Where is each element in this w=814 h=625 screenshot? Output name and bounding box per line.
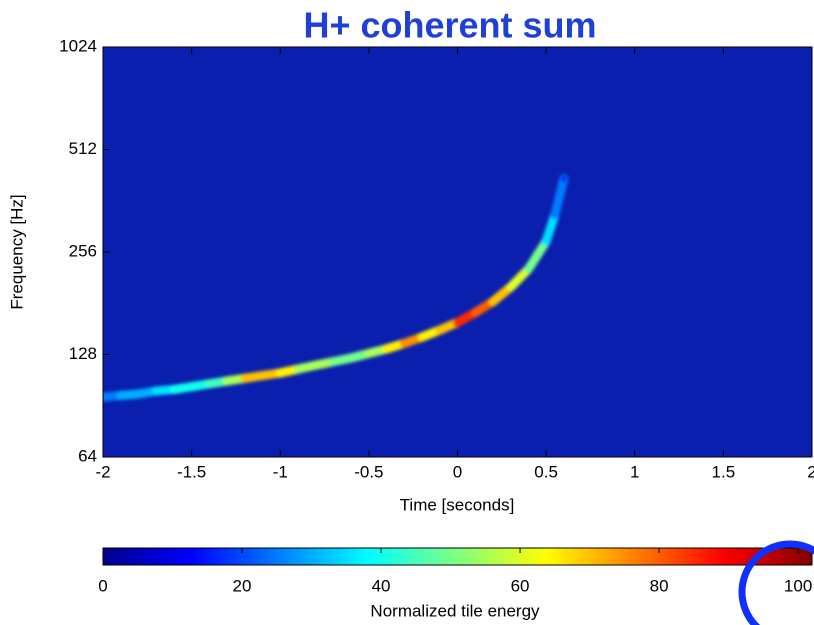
x-tick-label: -1 [273,462,288,481]
y-axis-label: Frequency [Hz] [7,194,26,309]
x-axis-label: Time [seconds] [400,495,515,514]
colorbar-tick-label: 40 [372,576,391,595]
x-tick-label: -0.5 [354,462,383,481]
x-tick-label: 2 [807,462,814,481]
track-segment [541,209,560,246]
colorbar-tick-label: 80 [650,576,669,595]
track-segment [523,236,551,274]
x-tick-label: -1.5 [177,462,206,481]
y-tick-label: 64 [78,446,97,465]
colorbar-tick-label: 60 [511,576,530,595]
colorbar-tick-label: 100 [784,576,812,595]
x-tick-label: 1.5 [712,462,736,481]
y-tick-label: 512 [69,139,97,158]
y-tick-label: 128 [69,344,97,363]
y-tick-label: 1024 [59,36,97,55]
chart-title: H+ coherent sum [303,5,596,46]
plot-background [103,47,812,457]
x-tick-label: 0.5 [534,462,558,481]
y-tick-label: 256 [69,241,97,260]
colorbar-label: Normalized tile energy [370,601,540,620]
x-tick-label: 0 [453,462,462,481]
colorbar-tick-label: 20 [233,576,252,595]
track-segment [550,174,569,219]
x-tick-label: -2 [95,462,110,481]
track-point [560,175,567,182]
colorbar [102,547,813,566]
colorbar-tick-label: 0 [98,576,107,595]
x-tick-label: 1 [630,462,639,481]
highlight-circle [738,540,814,625]
chirp-track [103,174,569,402]
